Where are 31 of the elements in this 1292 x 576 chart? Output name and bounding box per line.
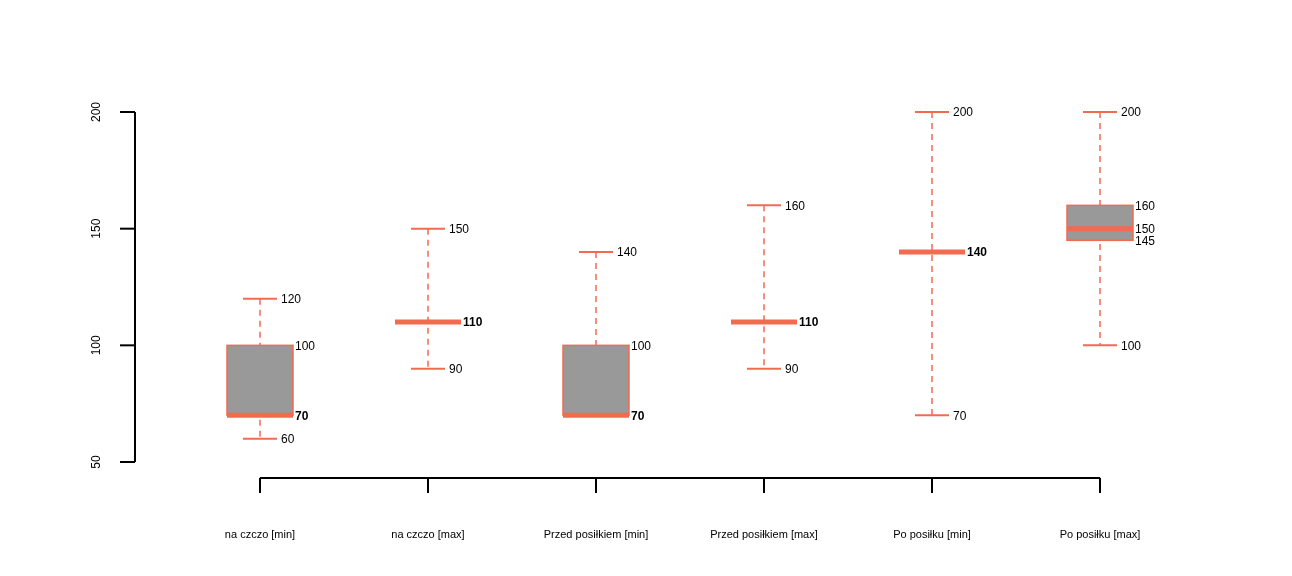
annotation: 110 <box>463 315 483 330</box>
annotation: 160 <box>1135 198 1156 213</box>
annotation: 90 <box>785 361 799 376</box>
annotation: 200 <box>953 105 974 120</box>
annotation: 140 <box>617 245 638 260</box>
x-tick-label: Przed posiłkiem [max] <box>710 528 818 540</box>
y-tick-label: 150 <box>89 218 104 239</box>
x-tick-label: na czczo [min] <box>224 528 296 540</box>
annotation: 100 <box>1121 338 1142 353</box>
y-tick-label: 50 <box>89 455 104 469</box>
annotation: 140 <box>967 245 988 260</box>
annotation: 120 <box>281 291 302 306</box>
annotation: 100 <box>295 338 316 353</box>
y-tick-label: 200 <box>89 101 104 123</box>
annotation: 100 <box>631 338 652 353</box>
x-tick-label: Po posiłku [min] <box>893 528 971 540</box>
annotation: 60 <box>281 431 295 446</box>
annotation: 90 <box>449 361 463 376</box>
x-tick-label: na czczo [max] <box>391 528 465 540</box>
annotation: 110 <box>799 315 819 330</box>
y-tick-label: 100 <box>89 335 104 356</box>
x-tick-label: Po posiłku [max] <box>1059 528 1141 540</box>
annotation: 70 <box>295 408 309 423</box>
annotation: 160 <box>785 198 806 213</box>
annotation: 145 <box>1135 233 1156 248</box>
annotation: 150 <box>449 221 470 236</box>
annotation: 200 <box>1121 105 1142 120</box>
annotation: 70 <box>631 408 645 423</box>
annotation: 150 <box>1135 221 1156 236</box>
x-tick-label: Przed posiłkiem [min] <box>543 528 649 540</box>
annotation: 70 <box>953 408 967 423</box>
